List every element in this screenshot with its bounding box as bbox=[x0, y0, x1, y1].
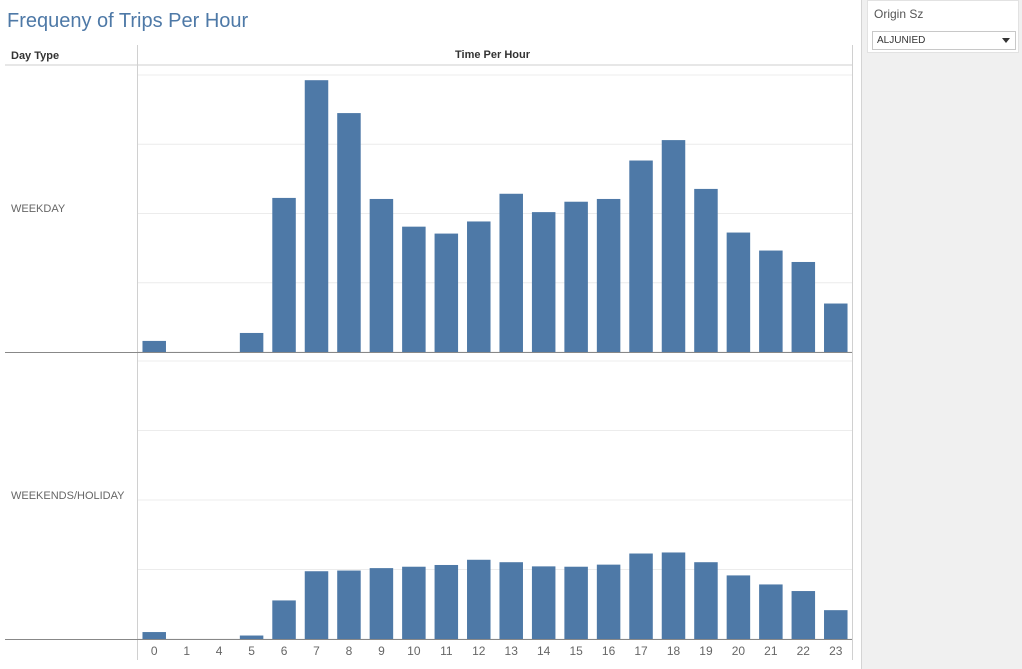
chevron-down-icon[interactable] bbox=[1002, 38, 1010, 43]
bar bbox=[759, 584, 783, 639]
bar bbox=[142, 340, 166, 352]
bar bbox=[239, 332, 264, 352]
bar bbox=[661, 140, 686, 352]
x-tick-label: 9 bbox=[378, 644, 385, 658]
bar bbox=[824, 610, 848, 639]
bar bbox=[402, 226, 426, 352]
x-tick-label: 19 bbox=[699, 644, 713, 658]
bar bbox=[142, 632, 166, 639]
bar bbox=[369, 198, 394, 352]
bar bbox=[726, 232, 751, 352]
x-tick-label: 4 bbox=[216, 644, 223, 658]
bar bbox=[402, 566, 426, 639]
bar bbox=[467, 221, 491, 352]
bar bbox=[824, 303, 848, 352]
x-tick-label: 8 bbox=[346, 644, 353, 658]
bar bbox=[791, 261, 816, 352]
x-tick-label: 6 bbox=[281, 644, 288, 658]
x-tick-label: 13 bbox=[505, 644, 519, 658]
x-tick-label: 17 bbox=[634, 644, 648, 658]
bar bbox=[726, 575, 751, 639]
x-tick-label: 21 bbox=[764, 644, 778, 658]
row-header-day-type: Day Type bbox=[11, 50, 60, 62]
x-tick-label: 22 bbox=[797, 644, 811, 658]
row-label-weekends-holiday: WEEKENDS/HOLIDAY bbox=[11, 490, 125, 502]
bar bbox=[499, 193, 523, 352]
x-tick-label: 16 bbox=[602, 644, 616, 658]
bar bbox=[272, 600, 296, 639]
bar bbox=[629, 160, 653, 352]
bar bbox=[531, 566, 556, 639]
x-tick-label: 1 bbox=[183, 644, 190, 658]
bar bbox=[304, 80, 329, 352]
filter-label: Origin Sz bbox=[874, 7, 924, 21]
bar bbox=[531, 212, 556, 352]
bar bbox=[759, 250, 783, 352]
bar bbox=[337, 570, 361, 639]
bar bbox=[694, 188, 718, 352]
x-tick-label: 11 bbox=[440, 644, 453, 658]
bar bbox=[239, 635, 264, 639]
x-tick-label: 10 bbox=[407, 644, 421, 658]
x-tick-label: 15 bbox=[569, 644, 583, 658]
x-tick-label: 14 bbox=[537, 644, 551, 658]
bar bbox=[337, 113, 361, 353]
x-tick-label: 12 bbox=[472, 644, 486, 658]
dropdown-value: ALJUNIED bbox=[877, 35, 926, 46]
bar bbox=[791, 591, 816, 639]
x-tick-label: 0 bbox=[151, 644, 158, 658]
row-label-weekday: WEEKDAY bbox=[11, 203, 66, 215]
bar bbox=[272, 197, 296, 352]
filter-panel bbox=[861, 0, 1022, 669]
bar bbox=[596, 564, 621, 639]
origin-sz-dropdown[interactable]: ALJUNIED bbox=[872, 31, 1016, 50]
bar bbox=[564, 201, 588, 352]
x-tick-label: 7 bbox=[313, 644, 320, 658]
bar bbox=[369, 568, 394, 639]
chart-title: Frequeny of Trips Per Hour bbox=[7, 10, 249, 32]
bar-chart: 0 1 4 5 6 7 8 9 10 11 12 13 14 15 16 17 18 19 20 21 22 23 bbox=[5, 45, 853, 660]
origin-filter-card: Origin Sz ALJUNIED bbox=[867, 0, 1019, 53]
bar bbox=[499, 562, 523, 639]
column-header-time-per-hour: Time Per Hour bbox=[455, 49, 530, 61]
bar bbox=[661, 552, 686, 639]
bar bbox=[467, 559, 491, 639]
x-tick-label: 18 bbox=[667, 644, 681, 658]
bar bbox=[304, 571, 329, 639]
bar bbox=[434, 564, 459, 639]
x-tick-label: 20 bbox=[732, 644, 746, 658]
bar bbox=[434, 233, 459, 352]
bar bbox=[694, 562, 718, 639]
x-tick-label: 5 bbox=[248, 644, 255, 658]
bar bbox=[629, 553, 653, 639]
bar bbox=[564, 566, 588, 639]
bar bbox=[596, 198, 621, 352]
x-tick-label: 23 bbox=[829, 644, 843, 658]
